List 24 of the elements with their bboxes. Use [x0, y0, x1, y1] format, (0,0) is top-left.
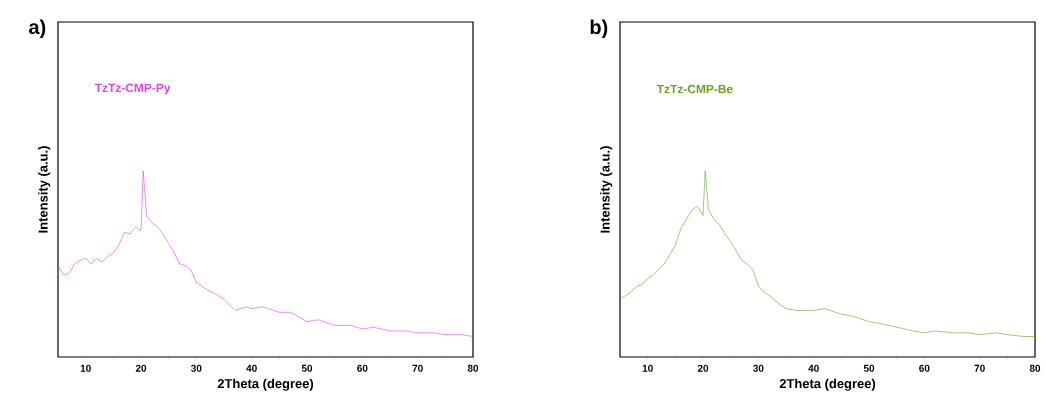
x-axis-title: 2Theta (degree)	[217, 378, 314, 391]
x-tick-label: 40	[246, 364, 257, 372]
x-tick-label: 20	[135, 364, 147, 372]
x-axis-title: 2Theta (degree)	[779, 378, 876, 391]
y-axis-title: Intensity (a.u.)	[38, 146, 51, 233]
y-axis-title: Intensity (a.u.)	[600, 146, 613, 233]
x-tick-label: 20	[697, 364, 709, 372]
x-tick-label: 50	[301, 364, 313, 372]
x-tick-label: 10	[80, 364, 91, 372]
x-tick-label: 70	[412, 364, 423, 372]
x-tick-label: 30	[753, 364, 764, 372]
x-tick-label: 50	[863, 364, 875, 372]
chart-title: b)	[590, 19, 608, 39]
x-tick-label: 30	[191, 364, 202, 372]
x-tick-label: 10	[642, 364, 653, 372]
text: TzTz-CMP-Py	[94, 83, 171, 95]
x-tick-label: 80	[467, 364, 479, 372]
x-tick-label: 80	[1029, 364, 1041, 372]
x-tick-label: 60	[357, 364, 368, 372]
x-tick-label: 70	[974, 364, 985, 372]
x-tick-label: 40	[808, 364, 819, 372]
chart-title: a)	[29, 19, 46, 39]
x-tick-label: 60	[919, 364, 930, 372]
text: TzTz-CMP-Be	[656, 84, 733, 94]
